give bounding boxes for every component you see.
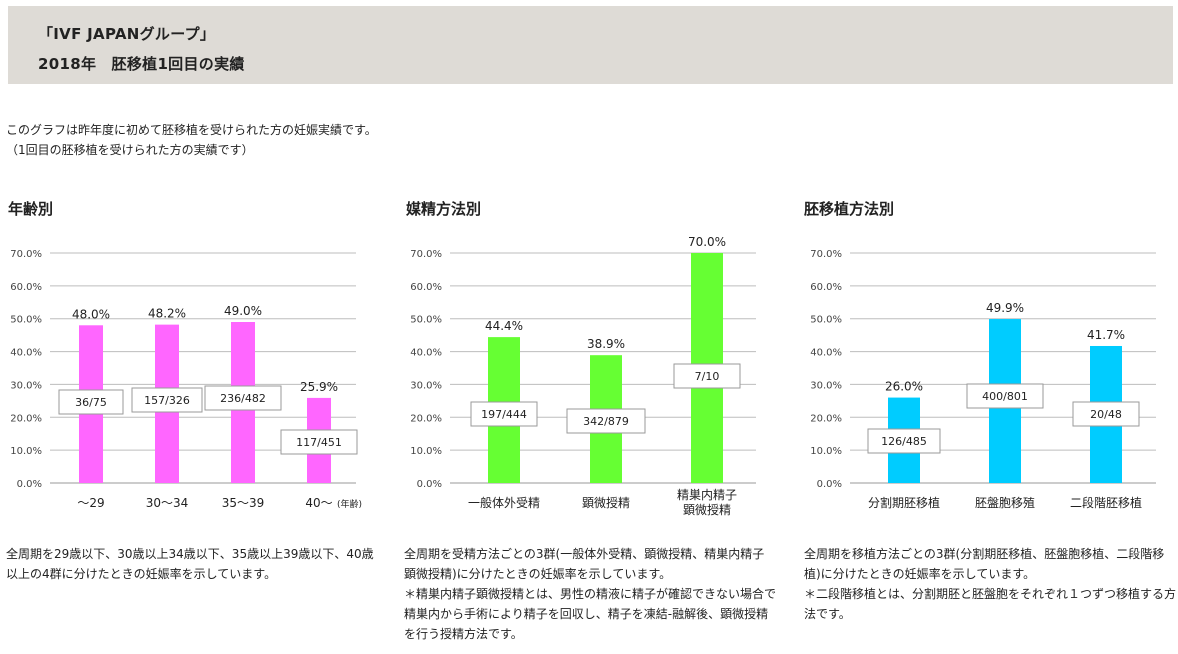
- count-box: [867, 428, 941, 454]
- y-tick-label: 0.0%: [17, 479, 42, 490]
- insemination-description-note: ＊精巣内精子顕微授精とは、男性の精液に精子が確認できない場合で精巣内から手術によ…: [404, 587, 777, 641]
- count-box: [204, 385, 282, 411]
- page-header: 「IVF JAPANグループ」 2018年 胚移植1回目の実績: [8, 6, 1173, 84]
- transfer-description: 全周期を移植方法ごとの3群(分割期胚移植、胚盤胞移植、二段階移植)に分けたときの…: [804, 544, 1176, 624]
- x-tick-label: 顕微授精: [582, 495, 630, 510]
- data-label: 48.2%: [148, 307, 186, 321]
- x-tick-label: 一般体外受精: [468, 495, 540, 510]
- count-label: 342/879: [583, 415, 629, 428]
- transfer-chart: 0.0% 10.0% 20.0% 30.0% 40.0% 50.0% 60.0% 70.0% 2…: [800, 236, 1170, 526]
- y-tick-label: 10.0%: [410, 446, 442, 457]
- y-tick-label: 50.0%: [810, 315, 842, 326]
- y-tick-label: 70.0%: [410, 249, 442, 260]
- y-tick-label: 20.0%: [810, 413, 842, 424]
- chart-svg: 0.0% 10.0% 20.0% 30.0% 40.0% 50.0% 60.0% 70.0% 4…: [410, 235, 756, 517]
- y-tick-label: 0.0%: [417, 479, 442, 490]
- count-box: [673, 363, 741, 389]
- data-label: 25.9%: [300, 380, 338, 394]
- count-box: [280, 429, 358, 455]
- y-tick-label: 60.0%: [810, 282, 842, 293]
- x-tick-label: 30～34: [146, 496, 189, 510]
- count-label: 157/326: [144, 394, 190, 407]
- count-label: 197/444: [481, 408, 527, 421]
- count-label: 400/801: [982, 390, 1028, 403]
- y-tick-label: 20.0%: [10, 413, 42, 424]
- count-label: 7/10: [695, 370, 720, 383]
- data-label: 26.0%: [885, 380, 923, 394]
- insemination-description: 全周期を受精方法ごとの3群(一般体外受精、顕微授精、精巣内精子顕微授精)に分けた…: [404, 544, 776, 644]
- intro-text: このグラフは昨年度に初めて胚移植を受けられた方の妊娠実績です。 （1回目の胚移植…: [6, 120, 377, 160]
- data-label: 44.4%: [485, 319, 523, 333]
- x-tick-label: 分割期胚移植: [868, 495, 940, 510]
- y-tick-label: 20.0%: [410, 413, 442, 424]
- y-tick-label: 50.0%: [10, 315, 42, 326]
- data-label: 70.0%: [688, 235, 726, 249]
- count-label: 236/482: [220, 392, 266, 405]
- y-tick-label: 60.0%: [10, 282, 42, 293]
- age-chart: 0.0% 10.0% 20.0% 30.0% 40.0% 50.0% 60.0% 70.0% 4…: [0, 236, 370, 526]
- chart-svg: 0.0% 10.0% 20.0% 30.0% 40.0% 50.0% 60.0% 70.0% 4…: [10, 249, 362, 510]
- y-tick-label: 40.0%: [10, 348, 42, 359]
- data-label: 48.0%: [72, 307, 110, 321]
- y-tick-label: 30.0%: [410, 380, 442, 391]
- x-tick-label: 35～39: [222, 496, 265, 510]
- insemination-description-text: 全周期を受精方法ごとの3群(一般体外受精、顕微授精、精巣内精子顕微授精)に分けた…: [404, 547, 765, 581]
- x-tick-label: 40～: [305, 496, 332, 510]
- x-tick-label: 二段階胚移植: [1070, 495, 1142, 510]
- transfer-description-text: 全周期を移植方法ごとの3群(分割期胚移植、胚盤胞移植、二段階移植)に分けたときの…: [804, 547, 1165, 581]
- section-title-age: 年齢別: [8, 200, 54, 218]
- y-tick-label: 50.0%: [410, 315, 442, 326]
- age-description: 全周期を29歳以下、30歳以上34歳以下、35歳以上39歳以下、40歳以上の4群…: [6, 544, 378, 584]
- data-label: 49.0%: [224, 304, 262, 318]
- section-title-transfer: 胚移植方法別: [804, 200, 895, 218]
- y-tick-label: 10.0%: [810, 446, 842, 457]
- y-tick-label: 70.0%: [810, 249, 842, 260]
- transfer-description-note: ＊二段階移植とは、分割期胚と胚盤胞をそれぞれ１つずつ移植する方法です。: [804, 587, 1177, 621]
- y-tick-label: 60.0%: [410, 282, 442, 293]
- count-box: [470, 401, 538, 427]
- x-axis-unit-label: (年齢): [337, 498, 362, 510]
- y-tick-label: 40.0%: [410, 348, 442, 359]
- y-tick-label: 10.0%: [10, 446, 42, 457]
- chart-svg: 0.0% 10.0% 20.0% 30.0% 40.0% 50.0% 60.0% 70.0% 2…: [810, 249, 1156, 510]
- y-tick-label: 0.0%: [817, 479, 842, 490]
- count-label: 20/48: [1090, 408, 1122, 421]
- page-subtitle: 2018年 胚移植1回目の実績: [38, 55, 245, 73]
- count-box: [1072, 401, 1140, 427]
- y-tick-label: 40.0%: [810, 348, 842, 359]
- count-box: [58, 389, 124, 415]
- data-label: 38.9%: [587, 337, 625, 351]
- intro-line-2: （1回目の胚移植を受けられた方の実績です）: [6, 143, 254, 157]
- data-label: 49.9%: [986, 301, 1024, 315]
- y-tick-label: 70.0%: [10, 249, 42, 260]
- y-tick-label: 30.0%: [10, 380, 42, 391]
- data-label: 41.7%: [1087, 328, 1125, 342]
- count-label: 117/451: [296, 436, 342, 449]
- section-title-insemination: 媒精方法別: [406, 200, 482, 218]
- count-label: 126/485: [881, 435, 927, 448]
- count-box: [966, 383, 1044, 409]
- count-box: [131, 387, 203, 413]
- page-title: 「IVF JAPANグループ」: [38, 25, 216, 43]
- count-label: 36/75: [75, 396, 107, 409]
- x-tick-label: 精巣内精子顕微授精: [677, 488, 737, 517]
- count-box: [566, 408, 646, 434]
- intro-line-1: このグラフは昨年度に初めて胚移植を受けられた方の妊娠実績です。: [6, 123, 377, 137]
- insemination-chart: 0.0% 10.0% 20.0% 30.0% 40.0% 50.0% 60.0% 70.0% 4…: [400, 235, 770, 526]
- x-tick-label: ～29: [77, 496, 104, 510]
- age-description-text: 全周期を29歳以下、30歳以上34歳以下、35歳以上39歳以下、40歳以上の4群…: [6, 547, 374, 581]
- y-tick-label: 30.0%: [810, 380, 842, 391]
- x-tick-label: 胚盤胞移殖: [975, 495, 1035, 510]
